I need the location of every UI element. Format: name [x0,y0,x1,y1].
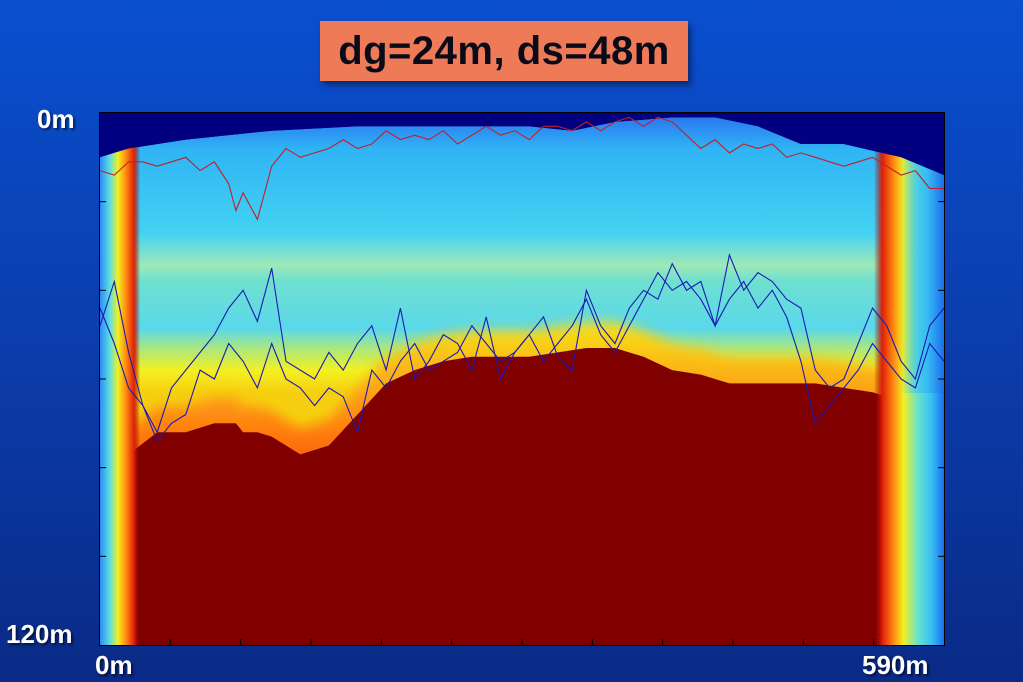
y-tick-label-bottom: 120m [6,619,73,649]
chart-title: dg=24m, ds=48m [338,28,670,73]
left-edge-falloff [100,113,140,645]
axis-ticks [100,201,944,645]
blue-trace-2 [100,271,944,443]
title-box: dg=24m, ds=48m [320,21,688,81]
red-trace [100,116,944,221]
y-tick-label-top: 0m [37,104,75,134]
heatmap-svg [100,113,944,645]
x-tick-label-right: 590m [862,650,929,680]
high-value-core [100,348,944,645]
heatmap-plot-area [99,112,945,646]
x-tick-label-left: 0m [95,650,133,680]
above-surface-region [100,113,944,176]
